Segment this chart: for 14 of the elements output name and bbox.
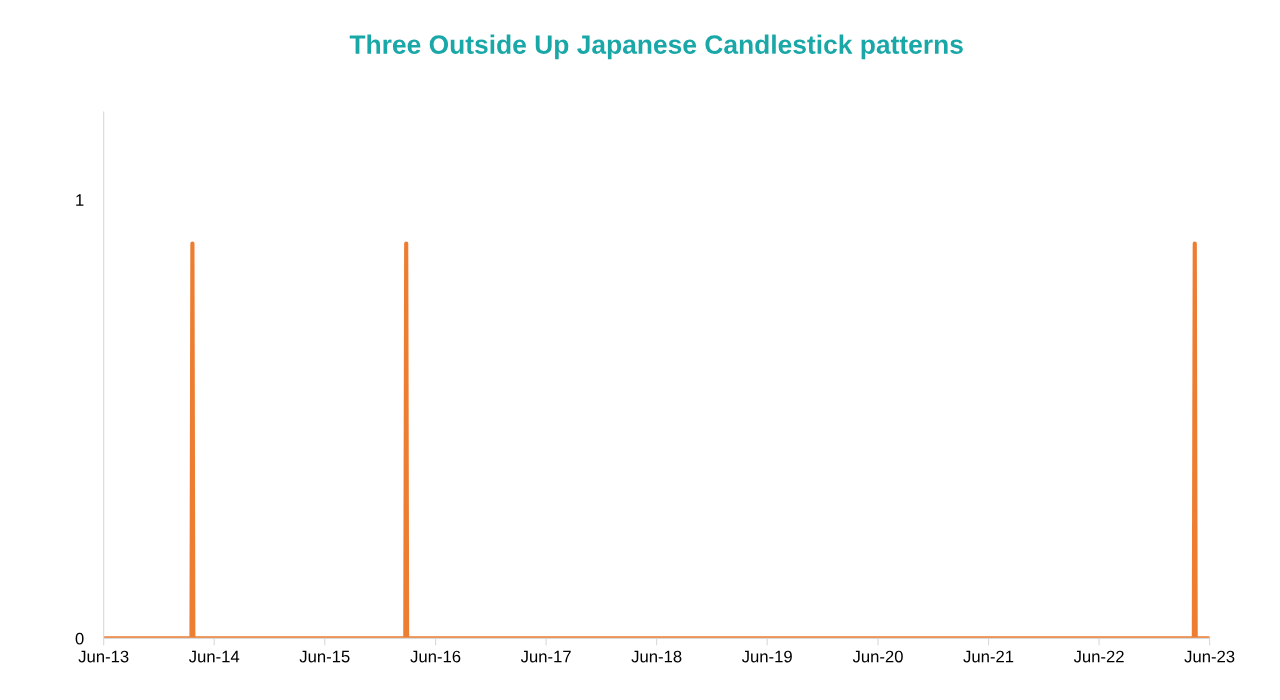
x-tick-label: Jun-22 <box>1073 650 1124 663</box>
x-tick-label: Jun-23 <box>1184 650 1235 663</box>
x-tick-label: Jun-19 <box>741 650 792 663</box>
y-tick-label: 1 <box>76 194 84 206</box>
x-tick-label: Jun-21 <box>963 650 1014 663</box>
x-tick-label: Jun-17 <box>520 650 571 663</box>
x-tick-label: Jun-20 <box>852 650 903 663</box>
x-tick-label: Jun-13 <box>78 650 129 663</box>
x-tick-label: Jun-18 <box>631 650 682 663</box>
x-tick-label: Jun-15 <box>299 650 350 663</box>
x-tick-label: Jun-14 <box>188 650 240 663</box>
x-tick-label: Jun-16 <box>410 650 461 663</box>
chart-title: Three Outside Up Japanese Candlestick patterns <box>349 34 963 60</box>
y-tick-label: 0 <box>75 632 84 645</box>
